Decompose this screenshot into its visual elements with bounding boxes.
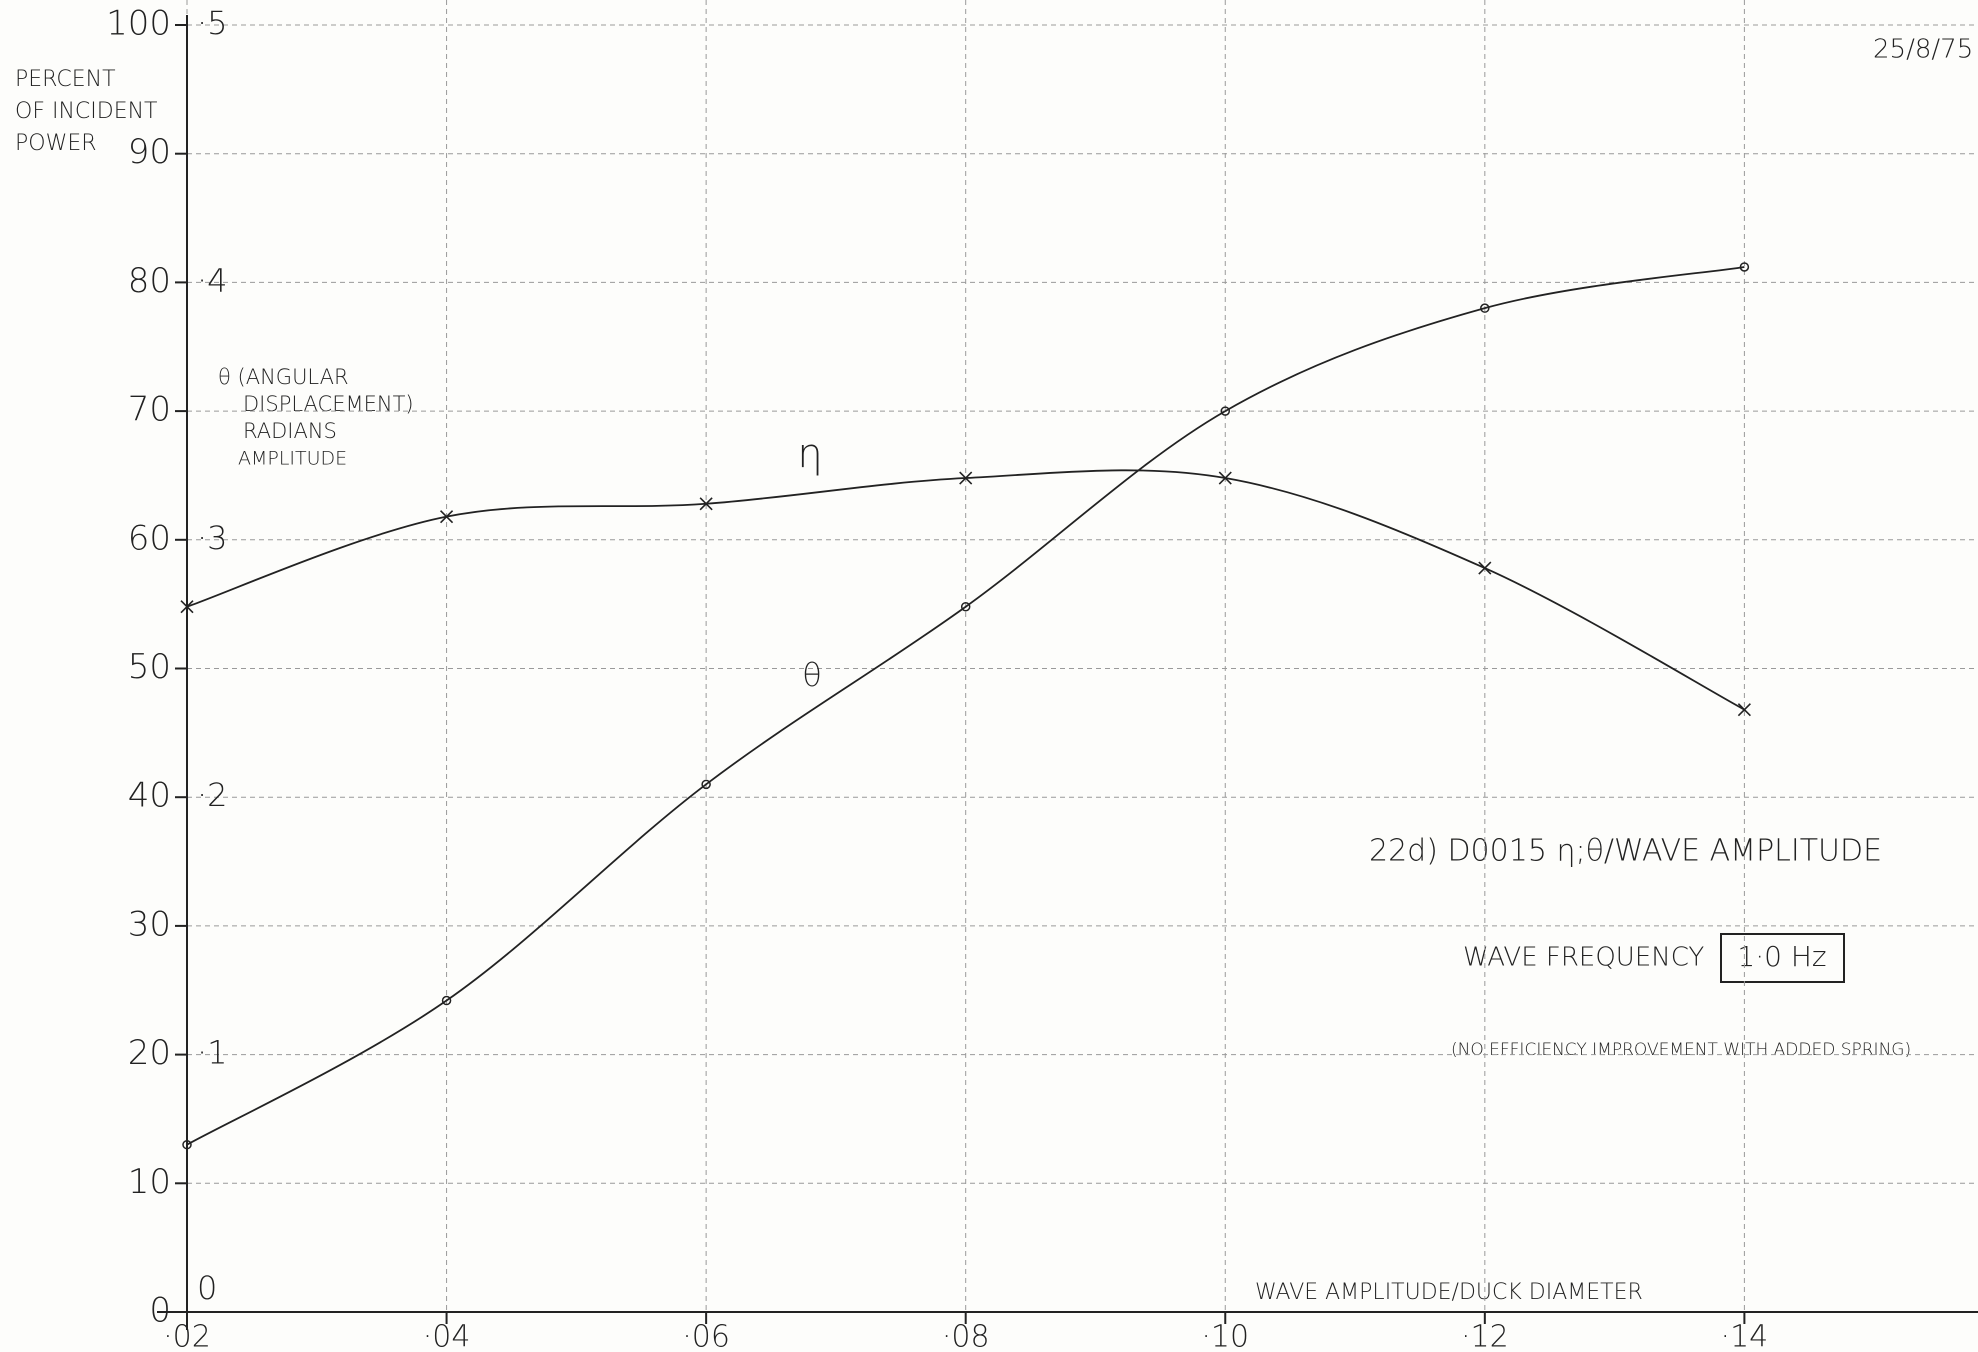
date: 25/8/75 [1873, 35, 1973, 65]
marker [1737, 703, 1751, 717]
note: (NO EFFICIENCY IMPROVEMENT WITH ADDED SP… [1451, 1040, 1911, 1060]
y-axis-label: PERCENT [15, 67, 116, 92]
y-axis-label: OF INCIDENT [15, 99, 158, 124]
marker [960, 601, 971, 612]
y-tick-label: 50 [128, 647, 171, 687]
marker [699, 497, 713, 511]
marker [701, 779, 711, 790]
x-tick-label: ·06 [682, 1320, 730, 1352]
y-tick-label: 90 [128, 132, 171, 172]
marker [441, 995, 452, 1006]
x-tick-label: ·14 [1721, 1320, 1769, 1352]
frequency-value: 1·0 Hz [1737, 940, 1826, 973]
marker [959, 471, 973, 485]
marker [1220, 406, 1231, 416]
y2-axis-label: RADIANS [243, 419, 337, 443]
y-axis-label: POWER [15, 131, 97, 156]
marker [439, 510, 454, 524]
y-tick-label: 80 [128, 261, 171, 301]
y2-tick-label: ·3 [197, 519, 228, 557]
marker [1218, 471, 1232, 485]
y2-axis-label: DISPLACEMENT) [243, 392, 414, 416]
marker [1480, 303, 1490, 313]
y2-tick-label: ·4 [197, 261, 228, 299]
y-tick-label: 10 [128, 1162, 171, 1202]
y2-tick-label: ·5 [197, 4, 228, 42]
y-tick-label: 30 [128, 904, 171, 944]
y-tick-label: 40 [128, 776, 171, 816]
y2-axis-label: AMPLITUDE [238, 448, 347, 470]
x-tick-label: ·12 [1461, 1320, 1509, 1352]
y2-tick-label: 0 [197, 1269, 217, 1307]
series-label: θ [802, 656, 822, 694]
x-tick-label: ·08 [942, 1320, 990, 1352]
y2-tick-label: ·2 [197, 776, 228, 814]
marker [1739, 262, 1750, 272]
marker [182, 1139, 192, 1150]
chart-title: 22d) D0015 η;θ/WAVE AMPLITUDE [1369, 834, 1882, 869]
y2-tick-label: ·1 [197, 1034, 228, 1072]
marker [180, 600, 194, 614]
frequency-label: WAVE FREQUENCY [1463, 943, 1704, 973]
y-tick-label: 20 [128, 1033, 171, 1073]
y-tick-label: 0 [149, 1291, 171, 1331]
y-tick-label: 70 [128, 390, 171, 430]
x-tick-label: ·04 [423, 1320, 471, 1352]
y2-axis-label: θ (ANGULAR [218, 365, 349, 389]
y-tick-label: 60 [128, 518, 171, 558]
x-axis-label: WAVE AMPLITUDE/DUCK DIAMETER [1255, 1280, 1643, 1305]
series-label: η [797, 431, 822, 477]
x-tick-label: ·10 [1201, 1320, 1249, 1352]
marker [1478, 561, 1492, 575]
frequency-box [1720, 933, 1845, 983]
y-tick-label: 100 [106, 4, 171, 44]
line [186, 266, 1745, 1146]
